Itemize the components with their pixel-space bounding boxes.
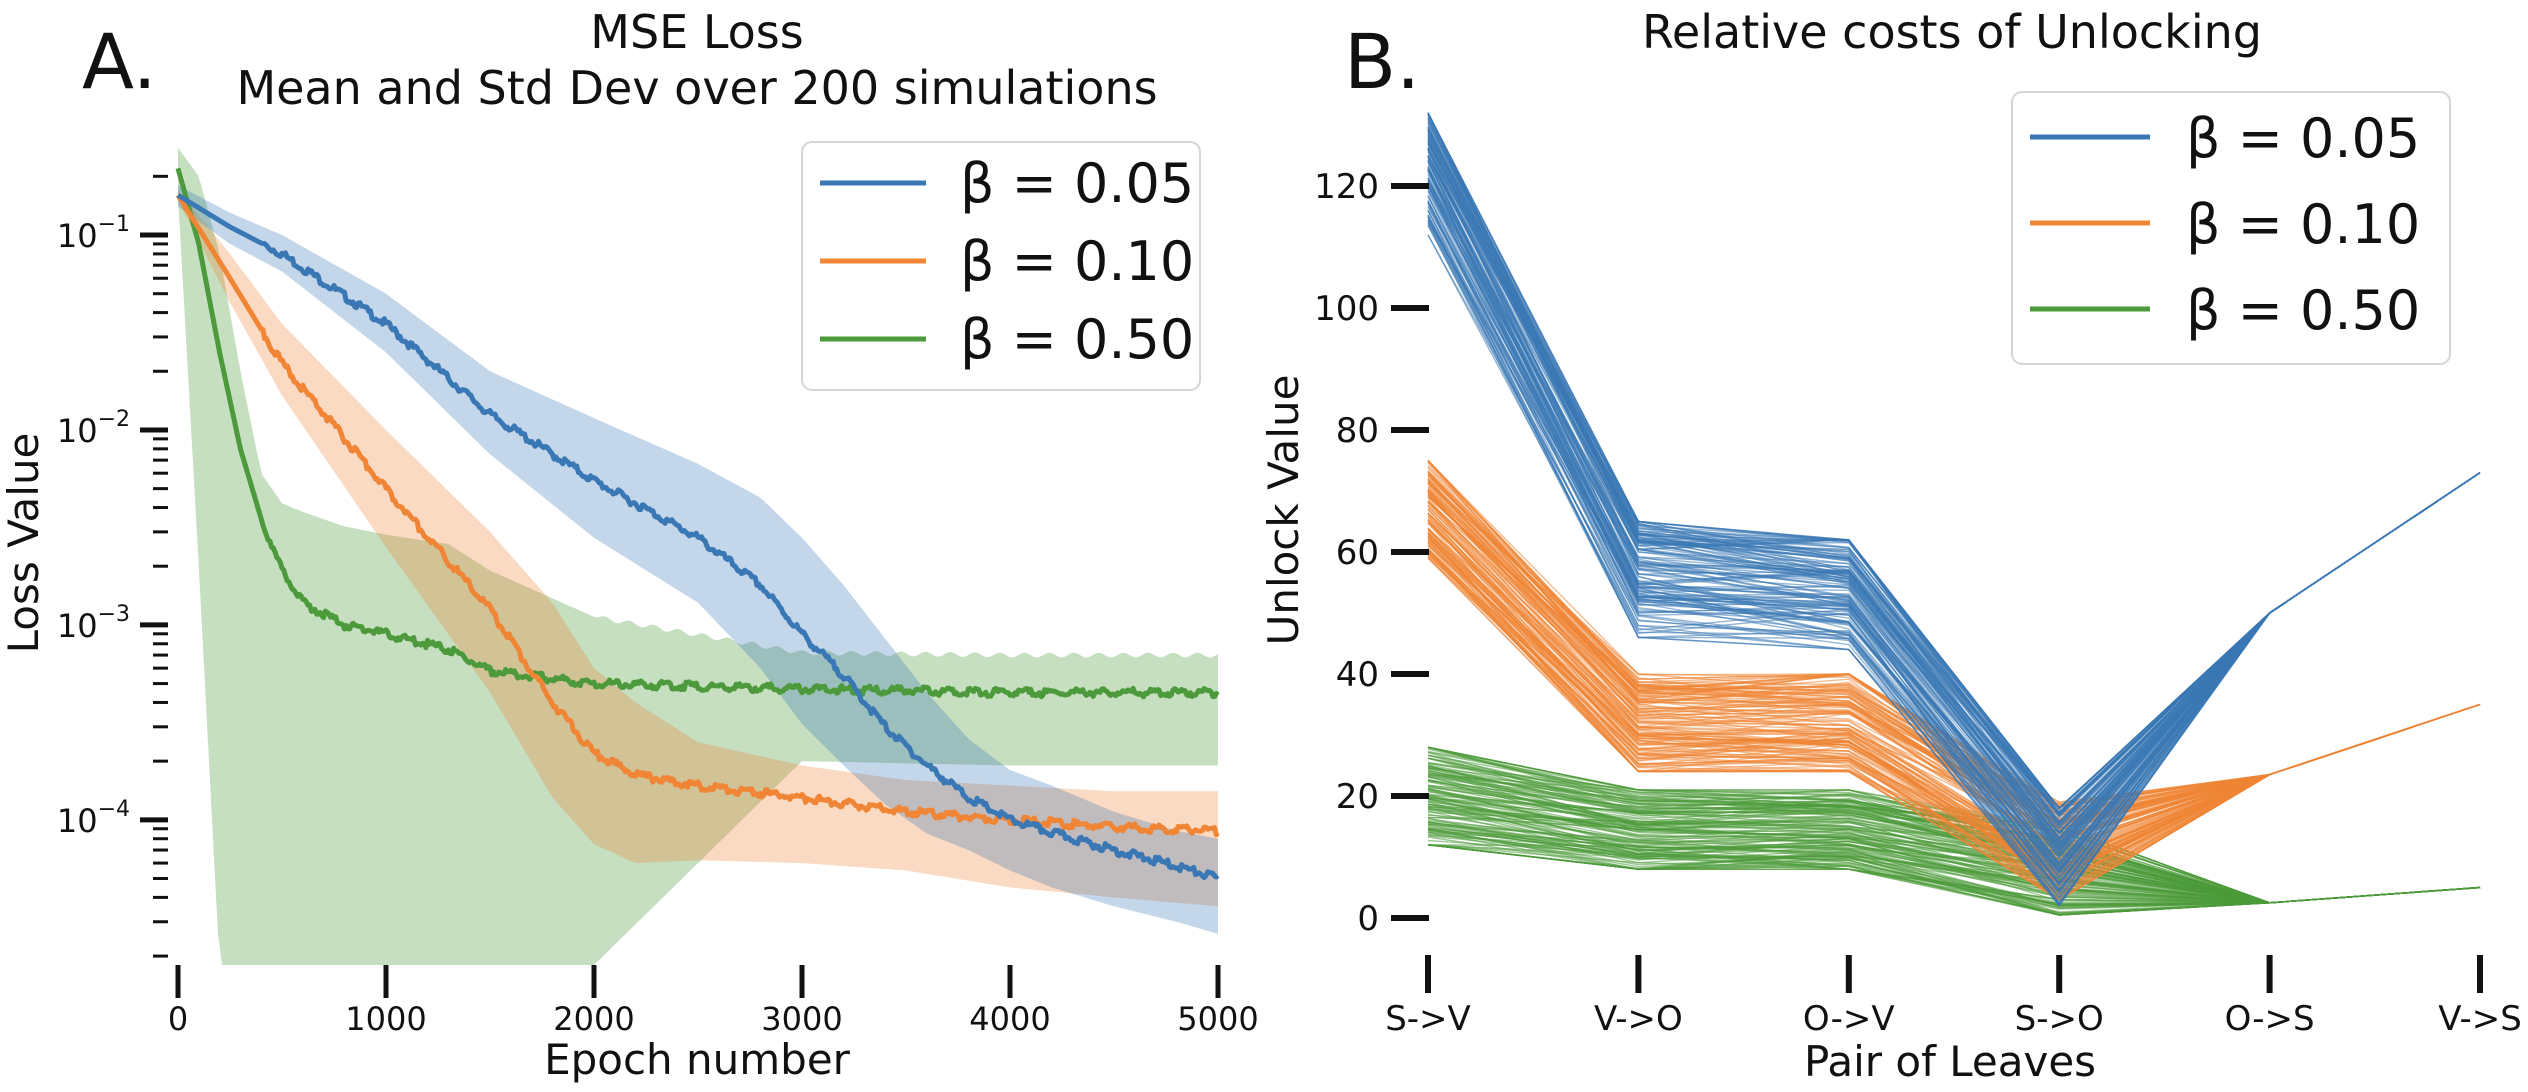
x-tick-label-b-4: O->S (2225, 999, 2315, 1039)
x-tick-label-a-3: 3000 (761, 1000, 842, 1038)
sim-line (1427, 844, 2481, 908)
legend-label-a-0: β = 0.05 (960, 152, 1194, 215)
x-tick-label-b-3: S->O (2015, 999, 2104, 1039)
x-tick-label-a-0: 0 (168, 1000, 188, 1038)
mean-line-2 (175, 167, 1220, 700)
panel-b-x-label: Pair of Leaves (1804, 1037, 2096, 1086)
x-tick-label-b-2: O->V (1803, 999, 1895, 1039)
x-tick-label-b-1: V->O (1594, 999, 1683, 1039)
x-tick-label-a-1: 1000 (345, 1000, 426, 1038)
panel-a-x-label: Epoch number (544, 1035, 851, 1084)
panel-a-legend: β = 0.05 β = 0.10 β = 0.50 (801, 141, 1201, 391)
x-tick-label-a-4: 4000 (969, 1000, 1050, 1038)
x-tick-label-a-2: 2000 (553, 1000, 634, 1038)
y-tick-label-b-4: 80 (1336, 411, 1379, 451)
panel-b-title: Relative costs of Unlocking (1642, 5, 2262, 59)
sim-line (1427, 143, 2481, 847)
bundle-0 (1427, 112, 2481, 907)
mean-line-0 (176, 193, 1220, 881)
legend-label-b-1: β = 0.10 (2186, 193, 2420, 256)
y-tick-label-a-3: 10−4 (57, 797, 130, 840)
y-tick-label-b-2: 40 (1336, 655, 1379, 695)
legend-label-b-2: β = 0.50 (2186, 279, 2420, 342)
legend-label-b-0: β = 0.05 (2186, 107, 2420, 170)
panel-b-y-label: Unlock Value (1259, 375, 1308, 646)
y-tick-label-b-0: 0 (1357, 899, 1379, 939)
panel-a-y-label: Loss Value (0, 433, 48, 654)
panel-b-simulation-bundles (1427, 112, 2481, 916)
panel-b-y-axis: 0 20 40 60 80 100 120 (1314, 167, 1429, 939)
y-tick-label-b-3: 60 (1336, 533, 1379, 573)
panel-a-title: MSE Loss (590, 5, 803, 59)
mean-line-1 (175, 193, 1220, 838)
sim-line (1427, 844, 2481, 907)
panel-b-legend: β = 0.05 β = 0.10 β = 0.50 (2011, 91, 2451, 365)
panel-a-y-axis: 10−1 10−2 10−3 10−4 (57, 174, 168, 958)
x-tick-label-b-0: S->V (1385, 999, 1471, 1039)
panel-a: A. MSE Loss Mean and Std Dev over 200 si… (0, 5, 1259, 1084)
panel-b: B. Relative costs of Unlocking S->V V->O O… (1259, 5, 2522, 1086)
y-tick-label-a-0: 10−1 (57, 212, 130, 255)
panel-a-x-axis: 0 1000 2000 3000 4000 5000 (168, 965, 1259, 1038)
x-tick-label-a-5: 5000 (1177, 1000, 1258, 1038)
legend-label-a-2: β = 0.50 (960, 308, 1194, 371)
y-tick-label-b-6: 120 (1314, 167, 1379, 207)
panel-a-subtitle: Mean and Std Dev over 200 simulations (236, 61, 1157, 115)
panel-a-letter: A. (82, 17, 157, 106)
sim-line (1427, 844, 2481, 907)
panel-b-x-axis: S->V V->O O->V S->O O->S V->S (1385, 955, 2522, 1039)
std-band-2 (178, 147, 1218, 966)
y-tick-label-b-5: 100 (1314, 289, 1379, 329)
panel-a-mean-lines (175, 167, 1220, 881)
std-band-1 (178, 190, 1218, 907)
sim-line (1427, 814, 2481, 904)
x-tick-label-b-5: V->S (2438, 999, 2522, 1039)
y-tick-label-b-1: 20 (1336, 777, 1379, 817)
panel-b-legend-frame (2011, 91, 2451, 365)
y-tick-label-a-1: 10−2 (57, 407, 130, 450)
legend-label-a-1: β = 0.10 (960, 230, 1194, 293)
panel-b-letter: B. (1344, 17, 1420, 106)
panel-a-legend-frame (801, 141, 1201, 391)
y-tick-label-a-2: 10−3 (57, 602, 130, 645)
